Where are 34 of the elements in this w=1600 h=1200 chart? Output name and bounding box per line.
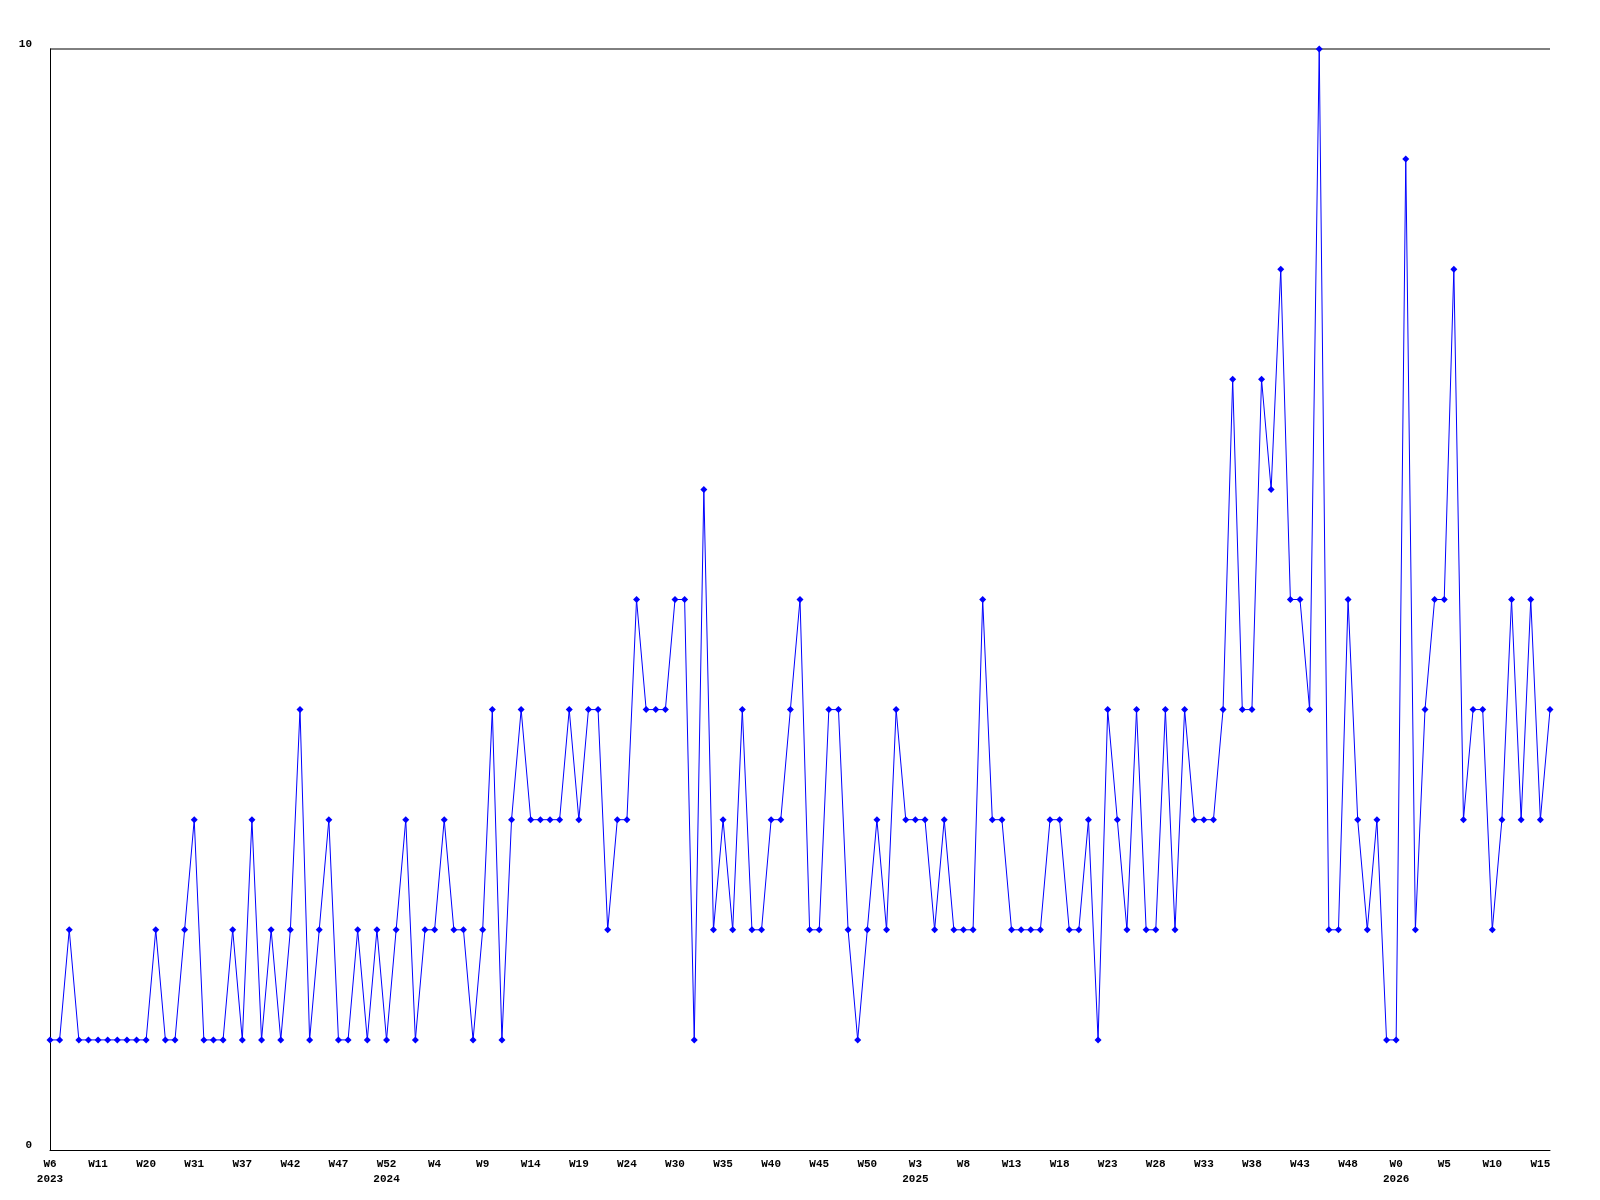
x-tick-label: W13 xyxy=(1001,1157,1022,1170)
x-tick-label: W42 xyxy=(280,1157,301,1170)
x-tick-label: W50 xyxy=(857,1157,878,1170)
x-tick-label: W3 2025 xyxy=(902,1157,929,1185)
x-tick-label: W5 xyxy=(1437,1157,1452,1170)
y-tick-label: 10 xyxy=(18,37,32,50)
x-tick-label: W4 xyxy=(428,1157,442,1170)
x-tick-label: W43 xyxy=(1290,1157,1311,1170)
x-tick-label: W19 xyxy=(568,1157,589,1170)
x-tick-label: W23 xyxy=(1097,1157,1118,1170)
x-tick-label: W20 xyxy=(136,1157,157,1170)
x-tick-label: W10 xyxy=(1482,1157,1503,1170)
x-tick-label: W40 xyxy=(761,1157,782,1170)
x-tick-label: W0 2026 xyxy=(1382,1157,1410,1185)
x-tick-label: W9 xyxy=(476,1157,490,1170)
x-tick-label: W52 2024 xyxy=(373,1157,401,1185)
x-tick-label: W48 xyxy=(1338,1157,1359,1170)
x-tick-label: W38 xyxy=(1242,1157,1263,1170)
x-tick-label: W14 xyxy=(520,1157,542,1170)
x-tick-label: W37 xyxy=(232,1157,253,1170)
x-tick-label: W47 xyxy=(328,1157,349,1170)
x-tick-label: W24 xyxy=(617,1157,638,1170)
x-tick-label: W45 xyxy=(809,1157,830,1170)
x-tick-label: W31 xyxy=(184,1157,205,1170)
x-tick-label: W35 xyxy=(713,1157,734,1170)
x-tick-label: W30 xyxy=(665,1157,685,1170)
x-tick-label: W15 xyxy=(1530,1157,1551,1170)
x-tick-label: W28 xyxy=(1145,1157,1167,1170)
x-tick-label: W8 xyxy=(956,1157,971,1170)
y-tick-label: 0 xyxy=(25,1138,32,1151)
x-tick-label: W11 xyxy=(88,1157,109,1170)
x-tick-label: W18 xyxy=(1049,1157,1070,1170)
x-tick-label: W6 2023 xyxy=(36,1157,64,1185)
x-tick-label: W33 xyxy=(1193,1157,1215,1170)
